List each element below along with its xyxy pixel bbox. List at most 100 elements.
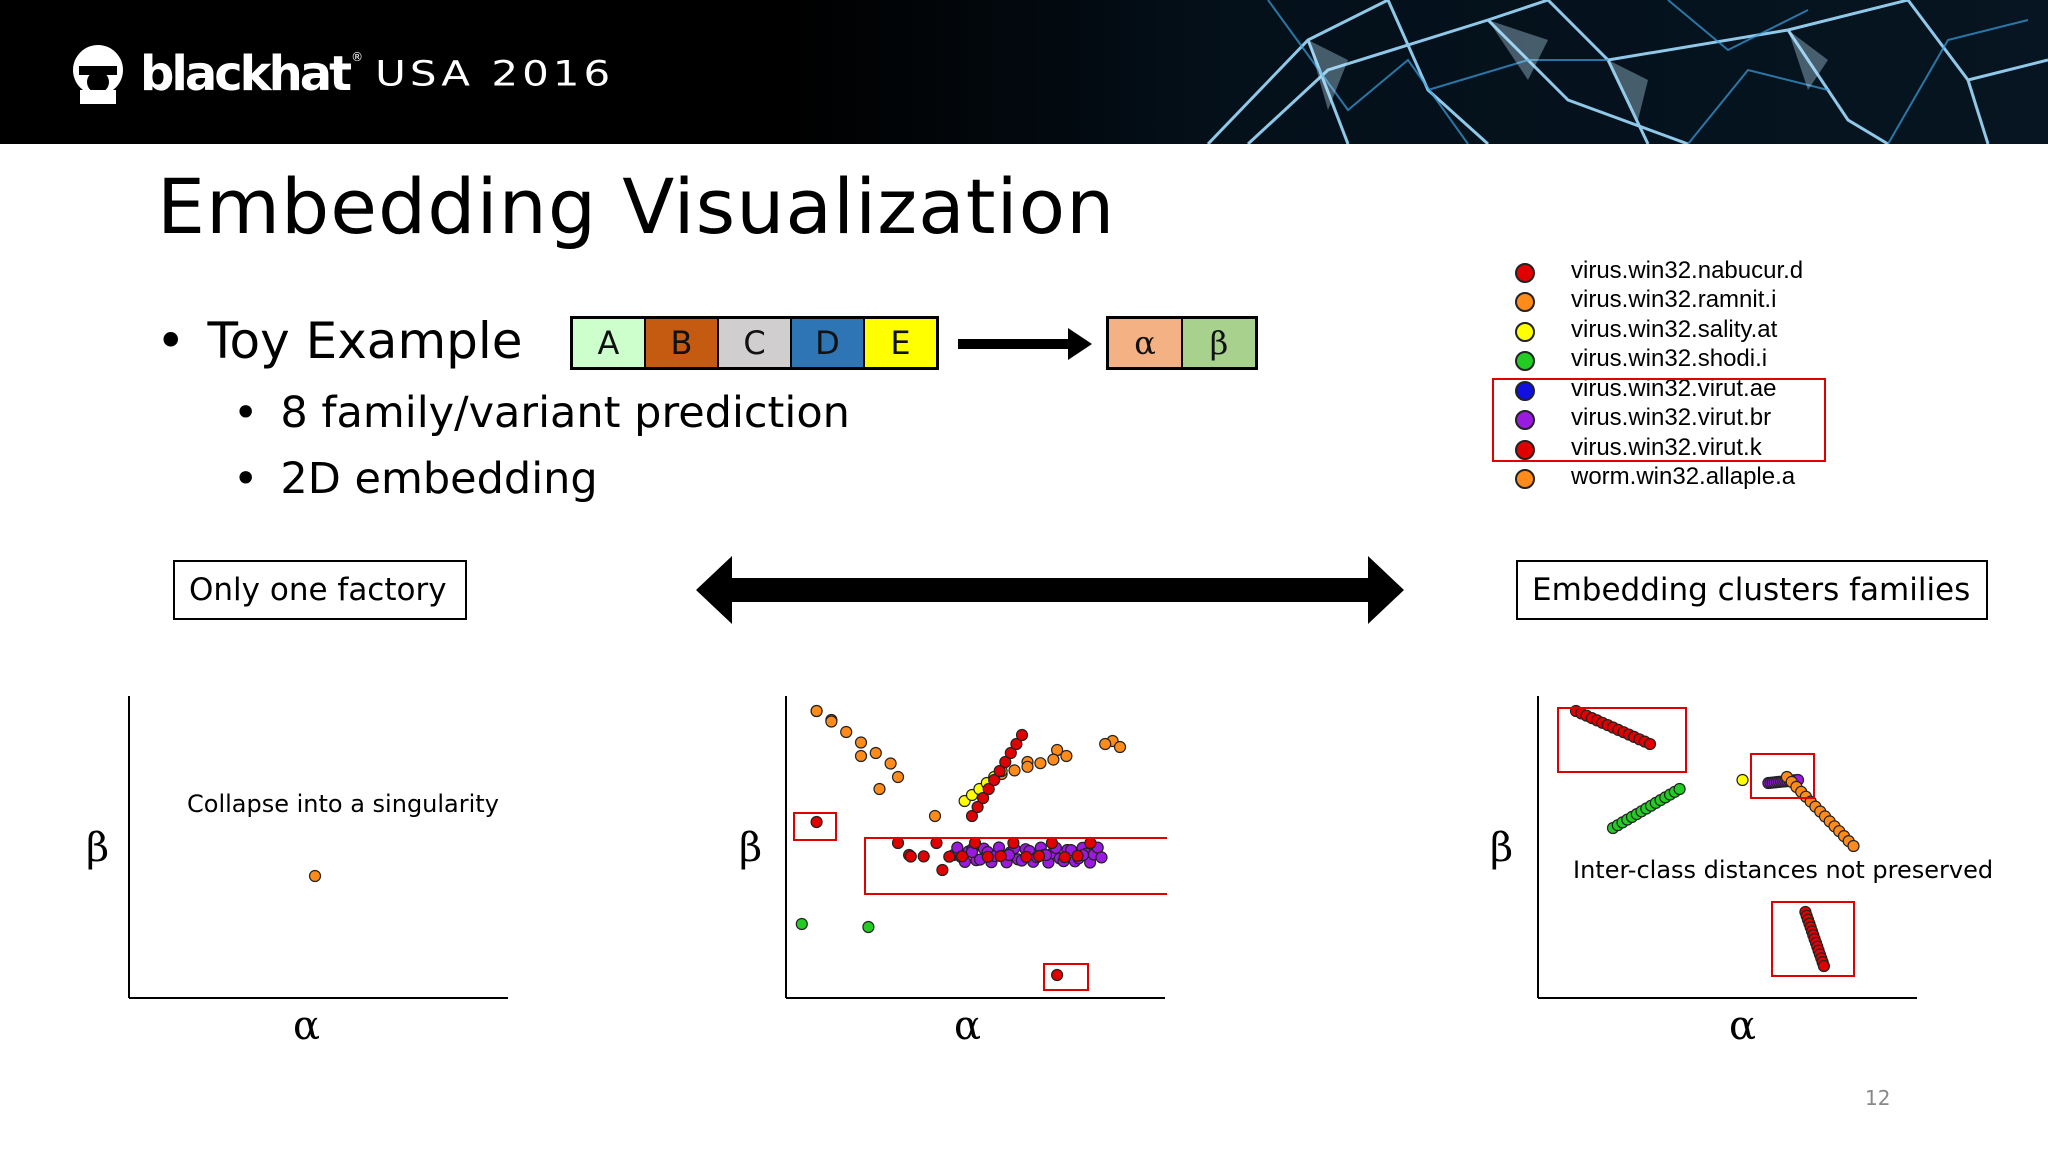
data-point <box>1113 740 1127 754</box>
y-axis-label: β <box>1490 825 1514 871</box>
cluster-box <box>793 812 837 841</box>
data-point <box>891 770 905 784</box>
bullet-toy-example: • Toy Example <box>156 312 523 370</box>
data-point <box>1071 849 1084 862</box>
data-point <box>854 749 868 763</box>
hat-person-icon <box>73 45 123 104</box>
bullet-dot: • <box>233 454 259 504</box>
sub-bullet-embedding: • 2D embedding <box>233 454 598 504</box>
legend-item: virus.win32.nabucur.d <box>1505 256 1885 286</box>
data-point <box>1817 959 1830 973</box>
data-point <box>873 782 886 796</box>
only-one-factory-label: Only one factory <box>173 560 467 620</box>
legend-label: virus.win32.virut.br <box>1571 404 1772 431</box>
data-point <box>884 757 897 770</box>
data-point <box>1736 773 1749 787</box>
shattered-glass-banner <box>788 0 2048 144</box>
legend-item: virus.win32.shodi.i <box>1505 344 1885 374</box>
seq-cell-beta: β <box>1183 319 1255 367</box>
embedding-clusters-label: Embedding clusters families <box>1516 560 1988 620</box>
y-axis-label: β <box>739 825 763 871</box>
legend-item: worm.win32.allaple.a <box>1505 462 1885 492</box>
collapse-note: Collapse into a singularity <box>187 790 499 818</box>
data-point <box>1033 849 1046 863</box>
data-point <box>988 773 1001 787</box>
data-point <box>869 746 882 760</box>
data-point <box>1020 850 1033 863</box>
data-point <box>1673 782 1686 796</box>
data-point <box>1847 839 1860 853</box>
data-point <box>810 704 823 718</box>
data-point <box>862 920 875 934</box>
legend-dot <box>1515 410 1535 430</box>
legend-label: virus.win32.shodi.i <box>1571 345 1768 372</box>
data-point <box>956 850 969 863</box>
seq-cell-d: D <box>792 319 865 367</box>
data-point <box>971 800 984 814</box>
data-point <box>981 850 994 863</box>
data-point <box>936 863 949 877</box>
event-name: USA 2016 <box>375 53 615 94</box>
data-point <box>825 715 838 728</box>
data-point <box>1084 836 1097 850</box>
data-point <box>308 869 322 883</box>
legend-dot <box>1515 292 1535 312</box>
data-point <box>917 850 930 863</box>
slide-header: blackhat ® USA 2016 <box>0 0 2048 144</box>
cluster-box <box>864 837 1167 895</box>
data-point <box>999 755 1012 769</box>
cluster-box <box>1771 901 1855 977</box>
x-axis-label: α <box>954 1003 982 1049</box>
data-point <box>1643 737 1657 751</box>
sub-bullet-family: • 8 family/variant prediction <box>233 388 850 438</box>
seq-cell-b: B <box>646 319 719 367</box>
legend-dot <box>1515 322 1535 342</box>
data-point <box>810 815 823 829</box>
output-sequence: α β <box>1106 316 1258 370</box>
data-point <box>965 809 979 823</box>
cluster-box <box>1043 963 1089 991</box>
registered-mark: ® <box>351 50 364 64</box>
x-axis-label: α <box>1729 1003 1757 1049</box>
data-point <box>840 725 853 739</box>
bullet-text: Toy Example <box>207 312 523 370</box>
data-point <box>928 809 942 823</box>
seq-cell-a: A <box>573 319 646 367</box>
data-point <box>854 736 868 749</box>
data-point <box>982 782 995 796</box>
legend-dot <box>1515 351 1535 371</box>
legend-item: virus.win32.ramnit.i <box>1505 285 1885 315</box>
legend-item: virus.win32.virut.k <box>1505 433 1885 463</box>
virut-highlight-box <box>1492 378 1826 462</box>
legend-dot <box>1515 440 1535 460</box>
legend-item: virus.win32.sality.at <box>1505 315 1885 345</box>
data-point <box>1008 764 1021 777</box>
data-point <box>1034 757 1047 770</box>
seq-cell-alpha: α <box>1109 319 1183 367</box>
data-point <box>1004 746 1017 760</box>
data-point <box>1058 851 1071 864</box>
input-sequence: A B C D E <box>570 316 939 370</box>
right-arrow-icon <box>958 328 1092 360</box>
legend-item: virus.win32.virut.br <box>1505 403 1885 433</box>
data-point <box>994 850 1007 863</box>
inter-class-note: Inter-class distances not preserved <box>1573 856 1994 884</box>
data-point <box>1045 836 1058 850</box>
embedding-scatter-plot <box>785 696 1167 999</box>
seq-cell-e: E <box>865 319 936 367</box>
data-point <box>1060 749 1073 763</box>
data-point <box>1051 968 1064 982</box>
data-point <box>1021 760 1034 773</box>
double-arrow-icon <box>696 556 1404 624</box>
bullet-text: 8 family/variant prediction <box>280 388 850 438</box>
slide-title: Embedding Visualization <box>157 162 1116 251</box>
page-number: 12 <box>1865 1086 1891 1110</box>
data-point <box>977 791 990 805</box>
data-point <box>795 917 808 931</box>
cluster-scatter-plot <box>1537 696 1917 999</box>
slide-body <box>0 144 2048 1152</box>
legend-label: virus.win32.nabucur.d <box>1571 257 1804 284</box>
legend-label: virus.win32.sality.at <box>1571 316 1778 343</box>
legend-dot <box>1515 263 1535 283</box>
blackhat-logo: blackhat ® USA 2016 <box>66 44 614 104</box>
